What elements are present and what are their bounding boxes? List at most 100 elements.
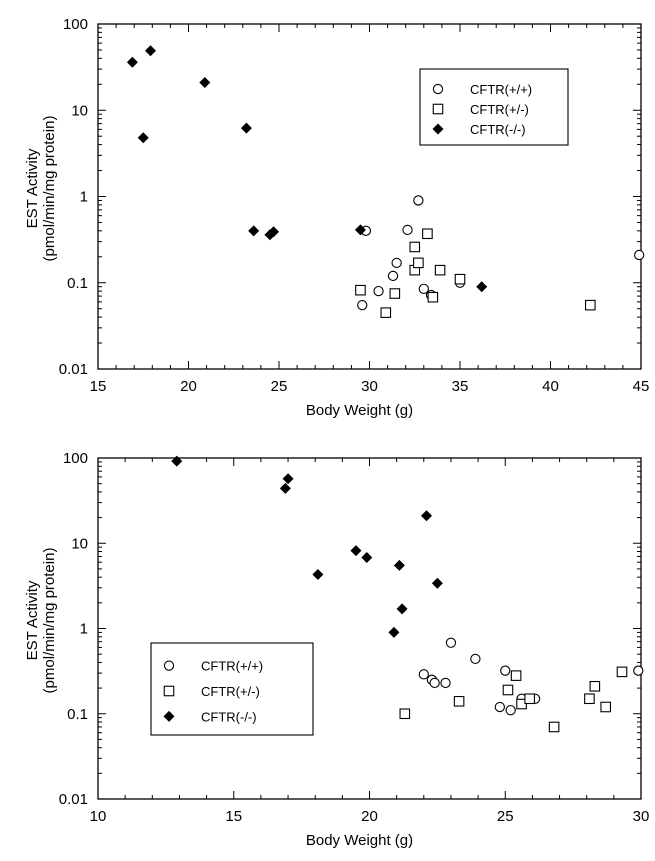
legend-marker xyxy=(163,685,175,697)
y-tick-label: 0.01 xyxy=(59,361,88,378)
data-point xyxy=(388,626,400,638)
series-3 xyxy=(171,455,443,638)
series-2 xyxy=(399,666,628,733)
data-point xyxy=(248,225,260,237)
legend-box xyxy=(419,68,569,146)
y-tick-label: 10 xyxy=(71,535,88,552)
x-tick-label: 30 xyxy=(633,808,650,825)
legend: CFTR(+/+) CFTR(+/-) CFTR(-/-) xyxy=(419,68,569,146)
data-point xyxy=(418,669,429,680)
data-point xyxy=(389,288,401,299)
x-tick-label: 25 xyxy=(497,808,514,825)
legend-marker xyxy=(432,123,444,135)
x-tick-label: 40 xyxy=(542,378,559,395)
data-point xyxy=(510,670,522,681)
data-point xyxy=(422,228,433,240)
data-point xyxy=(453,695,465,707)
legend-marker xyxy=(163,660,175,671)
data-point xyxy=(282,473,294,485)
data-point xyxy=(445,637,457,648)
x-tick-label: 20 xyxy=(361,808,378,825)
y-tick-label: 0.01 xyxy=(59,791,88,808)
series-2 xyxy=(355,228,596,318)
data-point xyxy=(279,482,291,494)
data-point xyxy=(402,224,413,236)
legend-entry-label: CFTR(+/-) xyxy=(201,684,260,699)
chart-1: 15 20 25 30 35 40 45 0.01 0.1 1 10 100 Body Weight (… xyxy=(24,16,649,419)
data-point xyxy=(548,721,560,733)
y-tick-label: 0.1 xyxy=(67,706,88,723)
data-point xyxy=(357,299,368,311)
y-axis-title-line: EST Activity xyxy=(24,580,41,660)
data-point xyxy=(429,677,440,689)
data-point xyxy=(396,603,408,615)
data-point xyxy=(494,701,505,713)
y-tick-label: 0.1 xyxy=(67,275,88,292)
legend-entry-label: CFTR(+/-) xyxy=(470,102,529,117)
x-axis-title: Body Weight (g) xyxy=(306,832,413,849)
data-point xyxy=(354,224,366,236)
data-point xyxy=(524,693,535,705)
data-point xyxy=(616,666,628,678)
y-axis-title-line: (pmol/min/mg protein) xyxy=(41,548,58,694)
x-tick-label: 10 xyxy=(90,808,107,825)
data-point xyxy=(144,45,156,57)
data-point xyxy=(393,559,405,571)
legend-entry-label: CFTR(+/+) xyxy=(201,659,263,674)
y-tick-label: 100 xyxy=(63,450,88,467)
legend-entry-label: CFTR(-/-) xyxy=(470,122,526,137)
data-point xyxy=(434,264,446,276)
data-point xyxy=(600,701,612,713)
data-point xyxy=(350,545,362,557)
x-tick-label: 25 xyxy=(271,378,288,395)
data-point xyxy=(418,283,429,294)
legend-entry-label: CFTR(+/+) xyxy=(470,82,532,97)
data-point xyxy=(373,285,384,297)
data-point xyxy=(454,273,466,285)
y-tick-label: 1 xyxy=(80,189,88,206)
data-point xyxy=(502,684,514,696)
data-point xyxy=(361,552,373,564)
x-axis-title: Body Weight (g) xyxy=(306,402,413,419)
data-point xyxy=(380,307,392,318)
y-tick-label: 1 xyxy=(80,621,88,638)
series-3 xyxy=(126,45,488,293)
data-point xyxy=(470,653,481,665)
legend-marker xyxy=(432,103,444,115)
data-point xyxy=(589,680,601,692)
data-point xyxy=(240,122,252,134)
data-point xyxy=(199,76,211,88)
data-point xyxy=(634,249,645,261)
data-point xyxy=(312,568,324,580)
data-point xyxy=(505,705,516,716)
legend-box xyxy=(150,642,314,736)
chart-2: 10 15 20 25 30 0.01 0.1 1 10 100 Body Weight (g) ES… xyxy=(24,450,649,849)
y-tick-label: 100 xyxy=(63,16,88,33)
data-point xyxy=(413,195,424,206)
data-point xyxy=(126,56,138,68)
x-tick-label: 45 xyxy=(633,378,650,395)
data-point xyxy=(399,708,411,720)
x-tick-label: 30 xyxy=(361,378,378,395)
data-point xyxy=(500,665,511,676)
data-point xyxy=(584,693,595,705)
data-point xyxy=(476,281,488,293)
plot-frame xyxy=(97,457,642,800)
data-point xyxy=(391,257,402,269)
data-point xyxy=(585,299,596,311)
y-axis-title-line: EST Activity xyxy=(24,148,41,228)
legend-entry-label: CFTR(-/-) xyxy=(201,709,257,724)
x-tick-label: 20 xyxy=(180,378,197,395)
legend-marker xyxy=(163,710,175,722)
x-tick-label: 35 xyxy=(452,378,469,395)
data-point xyxy=(440,677,451,689)
data-point xyxy=(268,226,280,238)
legend-marker xyxy=(432,83,444,95)
data-point xyxy=(431,577,443,589)
data-point xyxy=(387,270,399,282)
data-point xyxy=(171,455,183,467)
x-tick-label: 15 xyxy=(90,378,107,395)
data-point xyxy=(427,291,439,303)
legend: CFTR(+/+) CFTR(+/-) CFTR(-/-) xyxy=(150,642,314,736)
